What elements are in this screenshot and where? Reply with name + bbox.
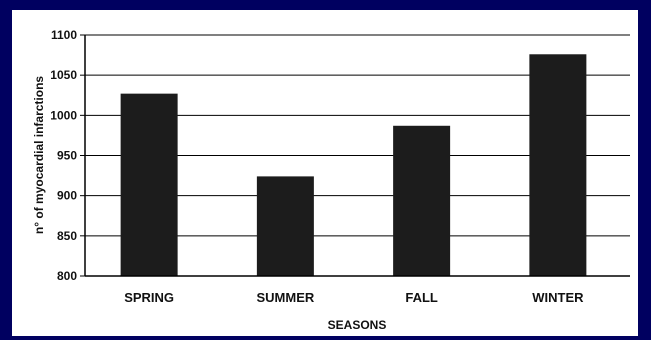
x-tick-label: WINTER bbox=[532, 290, 584, 305]
bar-winter bbox=[529, 54, 587, 276]
bar-spring bbox=[120, 93, 178, 276]
x-tick-label: SUMMER bbox=[256, 290, 314, 305]
x-axis-title: SEASONS bbox=[328, 318, 387, 332]
y-tick-label: 950 bbox=[57, 149, 77, 163]
y-tick-label: 900 bbox=[57, 189, 77, 203]
bar-summer bbox=[256, 176, 314, 276]
y-tick-labels: 800 850 900 950 1000 1050 1100 bbox=[50, 28, 77, 283]
y-tick-label: 1050 bbox=[50, 68, 77, 82]
y-tick-label: 1000 bbox=[50, 108, 77, 122]
y-tick-label: 850 bbox=[57, 229, 77, 243]
axes bbox=[84, 35, 630, 277]
bars bbox=[120, 54, 587, 276]
x-tick-label: FALL bbox=[405, 290, 438, 305]
y-axis-title: n° of myocardial infarctions bbox=[32, 76, 46, 234]
y-tick-label: 1100 bbox=[51, 28, 77, 42]
bar-fall bbox=[393, 125, 451, 276]
y-tick-label: 800 bbox=[57, 269, 77, 283]
x-tick-labels: SPRING SUMMER FALL WINTER bbox=[124, 290, 584, 305]
x-tick-label: SPRING bbox=[124, 290, 174, 305]
